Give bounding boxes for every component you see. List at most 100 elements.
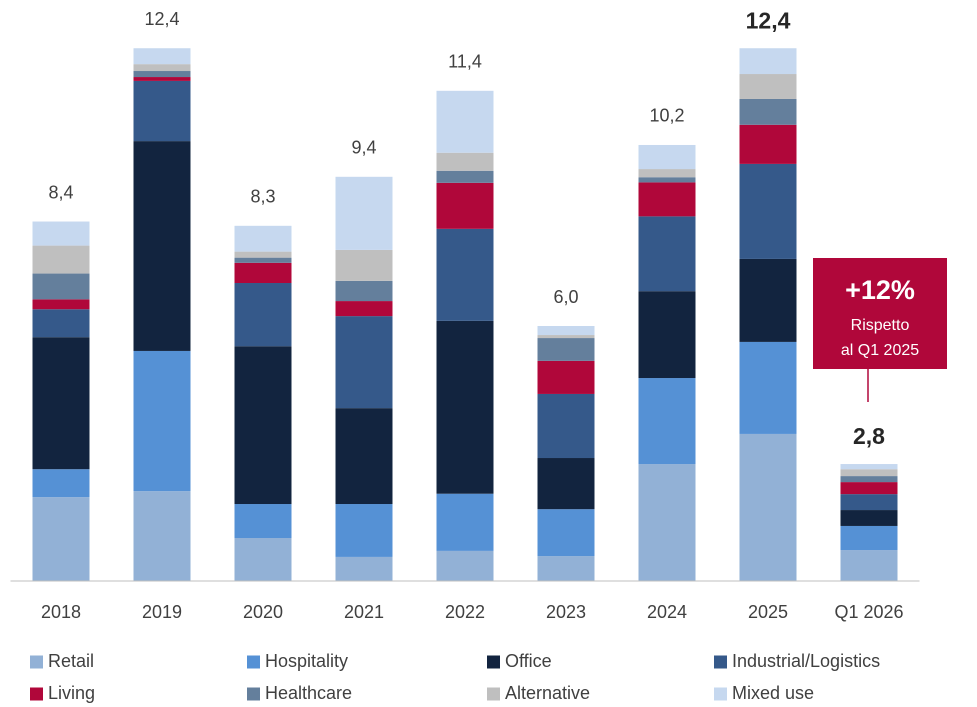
bar-segment [840, 510, 898, 526]
bar-segment [234, 257, 292, 263]
bar-segment [234, 504, 292, 538]
bar-segment [840, 469, 898, 477]
bar-segment [133, 48, 191, 65]
total-label: 11,4 [448, 52, 482, 72]
bar-segment [537, 393, 595, 459]
x-tick-label: 2019 [142, 602, 182, 622]
bar-segment [32, 299, 90, 310]
bar-segment [436, 90, 494, 153]
bar-segment [32, 337, 90, 470]
bar-segment [537, 326, 595, 336]
x-tick-label: Q1 2026 [834, 602, 903, 622]
bar-segment [436, 170, 494, 183]
legend-label: Industrial/Logistics [732, 651, 880, 671]
bar-segment [739, 48, 797, 75]
bar-segment [840, 494, 898, 511]
bar-segment [739, 433, 797, 581]
bar-segment [436, 493, 494, 551]
bar-segment [335, 301, 393, 317]
bar-segment [234, 251, 292, 258]
legend-label: Alternative [505, 683, 590, 703]
annotation: +12% Rispetto al Q1 2025 [813, 258, 947, 402]
bar-segment [638, 464, 696, 581]
bar-segment [436, 182, 494, 229]
x-tick-label: 2018 [41, 602, 81, 622]
legend-swatch [487, 687, 500, 701]
bar-segment [840, 476, 898, 483]
bar-segment [638, 169, 696, 178]
annotation-text: al Q1 2025 [841, 342, 919, 359]
total-label: 8,4 [48, 182, 73, 202]
bar-segment [537, 556, 595, 581]
legend-label: Retail [48, 651, 94, 671]
legend-swatch [487, 655, 500, 669]
bar-segment [335, 280, 393, 302]
bar-segment [739, 163, 797, 259]
x-tick-label: 2022 [445, 602, 485, 622]
bar-segment [335, 408, 393, 505]
x-tick-label: 2023 [546, 602, 586, 622]
bar-segment [133, 71, 191, 78]
bar-segment [133, 141, 191, 351]
bar-segment [739, 341, 797, 434]
bar-segment [537, 458, 595, 510]
total-label: 10,2 [649, 106, 684, 126]
bar-segment [234, 262, 292, 284]
bar-segment [335, 249, 393, 281]
bar-segment [436, 320, 494, 494]
bar-segment [739, 74, 797, 99]
legend-swatch [247, 687, 260, 701]
bar-segment [133, 350, 191, 492]
bar-segment [840, 464, 898, 470]
legend-swatch [30, 687, 43, 701]
bar-segment [234, 538, 292, 581]
bar-segment [537, 335, 595, 339]
total-label: 12,4 [746, 7, 791, 33]
legend-swatch [30, 655, 43, 669]
bar-segment [739, 98, 797, 125]
total-label: 2,8 [853, 423, 885, 449]
legend-label: Office [505, 651, 552, 671]
bar-segment [739, 124, 797, 164]
bar-segment [638, 291, 696, 379]
legend-label: Living [48, 683, 95, 703]
bar-segment [32, 309, 90, 338]
bar-segment [436, 550, 494, 581]
bar-segment [638, 182, 696, 217]
x-tick-label: 2025 [748, 602, 788, 622]
bar-segment [32, 221, 90, 246]
bar-segment [133, 64, 191, 72]
annotation-text: Rispetto [851, 317, 910, 334]
total-label: 9,4 [351, 138, 376, 158]
bar-segment [133, 77, 191, 81]
bar-segment [133, 80, 191, 142]
bar-segment [133, 491, 191, 581]
legend-swatch [247, 655, 260, 669]
bar-segment [638, 378, 696, 465]
total-label: 8,3 [250, 187, 275, 207]
x-tick-label: 2024 [647, 602, 687, 622]
bar-segment [436, 228, 494, 321]
bar-segment [234, 283, 292, 347]
legend-label: Healthcare [265, 683, 352, 703]
bar-segment [638, 177, 696, 183]
bar-segment [32, 497, 90, 581]
x-tick-label: 2021 [344, 602, 384, 622]
bar-segment [32, 245, 90, 274]
total-label: 12,4 [144, 9, 179, 29]
legend-label: Mixed use [732, 683, 814, 703]
bar-segment [234, 346, 292, 505]
bar-segment [335, 556, 393, 581]
bar-segment [638, 216, 696, 292]
bar-segment [335, 504, 393, 557]
annotation-headline: +12% [845, 275, 915, 305]
bar-segment [840, 550, 898, 581]
bar-segment [840, 482, 898, 495]
bar-segment [840, 525, 898, 551]
annotation-box [813, 258, 947, 369]
legend-swatch [714, 655, 727, 669]
bar-segment [739, 258, 797, 342]
total-label: 6,0 [553, 287, 578, 307]
bar-segment [234, 225, 292, 252]
